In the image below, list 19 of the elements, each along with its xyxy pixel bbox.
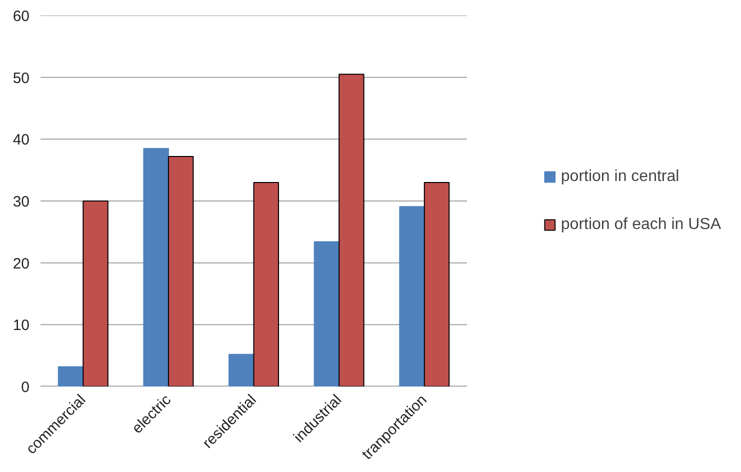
y-tick-label: 0	[21, 379, 30, 396]
bar	[424, 182, 450, 386]
bar	[253, 182, 280, 386]
y-tick-label: 40	[12, 132, 30, 149]
bar	[314, 241, 340, 386]
y-tick-label: 50	[12, 70, 30, 87]
legend-label: portion of each in USA	[560, 216, 721, 234]
bar	[143, 148, 169, 386]
y-tick-label: 10	[12, 317, 30, 334]
bar	[168, 156, 194, 386]
bar	[399, 206, 425, 386]
bar	[228, 354, 254, 386]
bar	[58, 366, 84, 386]
y-tick-label: 20	[12, 255, 30, 272]
bar	[338, 74, 364, 386]
bar	[82, 200, 108, 386]
legend-label: portion in central	[560, 168, 680, 186]
y-tick-label: 60	[12, 8, 30, 25]
y-tick-label: 30	[12, 194, 30, 210]
